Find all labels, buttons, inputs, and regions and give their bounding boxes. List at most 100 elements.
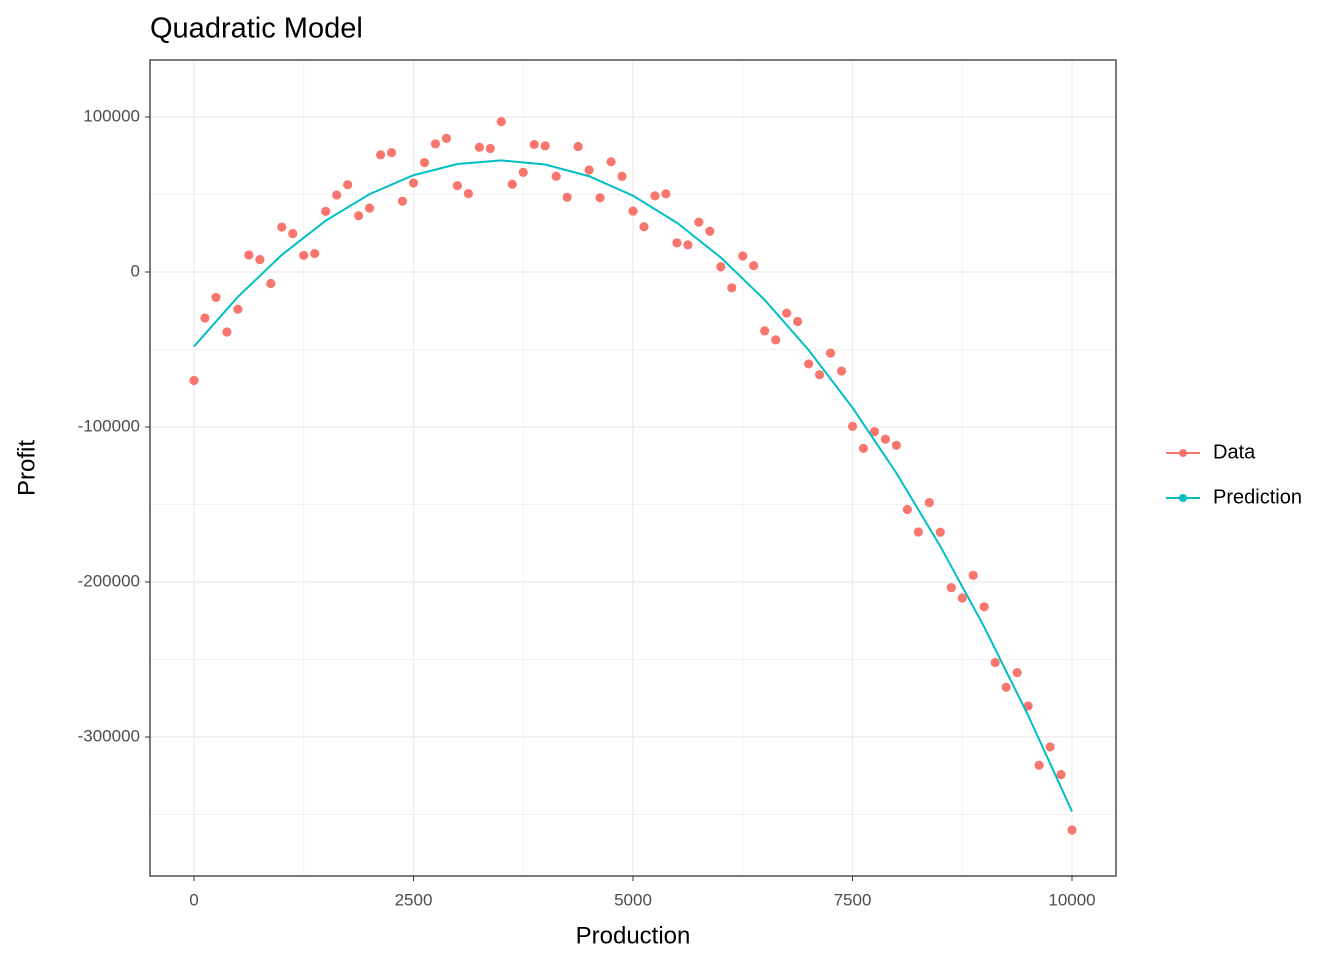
x-tick-label: 2500 bbox=[395, 890, 433, 909]
data-point bbox=[924, 498, 934, 508]
data-point bbox=[913, 527, 923, 537]
data-point bbox=[661, 189, 671, 199]
data-point bbox=[551, 171, 561, 181]
data-point bbox=[573, 141, 583, 152]
data-point bbox=[716, 262, 726, 272]
data-point bbox=[814, 370, 825, 380]
data-point bbox=[266, 278, 276, 289]
data-point bbox=[419, 157, 430, 168]
x-axis-label: Production bbox=[576, 922, 691, 949]
x-tick-label: 7500 bbox=[834, 890, 872, 909]
x-tick-label: 0 bbox=[189, 890, 198, 909]
legend-label: Prediction bbox=[1213, 486, 1302, 508]
data-point bbox=[1023, 701, 1033, 711]
data-point bbox=[738, 251, 748, 261]
data-point bbox=[617, 171, 627, 181]
data-point bbox=[1056, 769, 1066, 780]
data-point bbox=[518, 167, 528, 177]
chart-title: Quadratic Model bbox=[150, 13, 363, 45]
data-point bbox=[705, 226, 715, 236]
data-point bbox=[650, 191, 660, 201]
data-point bbox=[804, 359, 814, 369]
data-point bbox=[639, 222, 649, 232]
data-point bbox=[562, 192, 572, 202]
data-point bbox=[584, 165, 594, 175]
data-point bbox=[463, 188, 473, 199]
legend-key-point bbox=[1179, 494, 1187, 502]
data-point bbox=[408, 178, 419, 188]
data-point bbox=[288, 228, 298, 239]
data-point bbox=[507, 179, 517, 189]
y-axis-label: Profit bbox=[13, 440, 40, 496]
prediction-line bbox=[193, 159, 1073, 812]
data-point bbox=[321, 206, 331, 216]
data-point bbox=[825, 348, 836, 358]
data-point bbox=[1034, 760, 1044, 770]
data-point bbox=[957, 593, 967, 603]
data-point bbox=[332, 190, 342, 200]
data-point bbox=[902, 504, 912, 515]
data-point bbox=[683, 240, 693, 250]
data-point bbox=[858, 443, 869, 453]
data-point bbox=[299, 250, 309, 261]
data-point bbox=[694, 217, 704, 227]
data-point bbox=[485, 143, 495, 154]
data-point bbox=[847, 421, 858, 431]
plot-border bbox=[149, 59, 1117, 877]
data-point bbox=[343, 180, 353, 190]
data-point bbox=[397, 196, 408, 206]
x-tick-label: 5000 bbox=[614, 890, 652, 909]
data-point bbox=[310, 248, 320, 259]
data-point bbox=[628, 206, 638, 216]
data-point bbox=[1067, 825, 1077, 835]
data-point bbox=[441, 133, 452, 143]
data-point bbox=[760, 326, 770, 336]
data-point bbox=[200, 313, 210, 323]
data-point bbox=[277, 222, 287, 232]
data-point bbox=[496, 117, 506, 127]
data-point bbox=[672, 238, 682, 248]
data-point bbox=[979, 602, 989, 612]
data-point bbox=[233, 304, 243, 314]
data-point bbox=[211, 292, 221, 303]
data-point bbox=[968, 570, 978, 580]
data-point bbox=[836, 366, 847, 376]
y-tick-label: -100000 bbox=[78, 416, 140, 435]
data-point bbox=[354, 211, 364, 221]
data-point bbox=[946, 582, 956, 593]
data-point bbox=[452, 181, 462, 191]
data-point bbox=[540, 141, 550, 151]
data-point bbox=[880, 434, 891, 444]
data-point bbox=[595, 193, 605, 203]
data-point bbox=[935, 527, 945, 537]
data-point bbox=[793, 316, 803, 327]
data-point bbox=[1012, 668, 1022, 678]
legend-label: Data bbox=[1213, 441, 1256, 463]
data-point bbox=[1045, 742, 1055, 752]
data-point bbox=[606, 157, 616, 167]
data-point bbox=[891, 440, 902, 450]
data-point bbox=[529, 139, 539, 150]
data-point bbox=[474, 142, 484, 152]
y-tick-label: 0 bbox=[131, 261, 140, 280]
data-point bbox=[222, 327, 232, 337]
data-point bbox=[749, 261, 759, 271]
data-point bbox=[990, 657, 1000, 668]
data-point bbox=[386, 148, 397, 158]
data-point bbox=[364, 203, 375, 213]
data-point bbox=[255, 254, 265, 265]
legend-key-point bbox=[1179, 449, 1187, 457]
data-point bbox=[430, 139, 441, 149]
y-tick-label: -300000 bbox=[78, 726, 140, 745]
x-tick-label: 10000 bbox=[1048, 890, 1095, 909]
data-point bbox=[1001, 682, 1011, 692]
data-point bbox=[869, 427, 880, 437]
data-point bbox=[771, 335, 781, 345]
data-point bbox=[782, 308, 792, 318]
y-tick-label: -200000 bbox=[78, 571, 140, 590]
data-point bbox=[375, 150, 386, 160]
data-point bbox=[727, 283, 737, 293]
data-point bbox=[189, 375, 199, 386]
